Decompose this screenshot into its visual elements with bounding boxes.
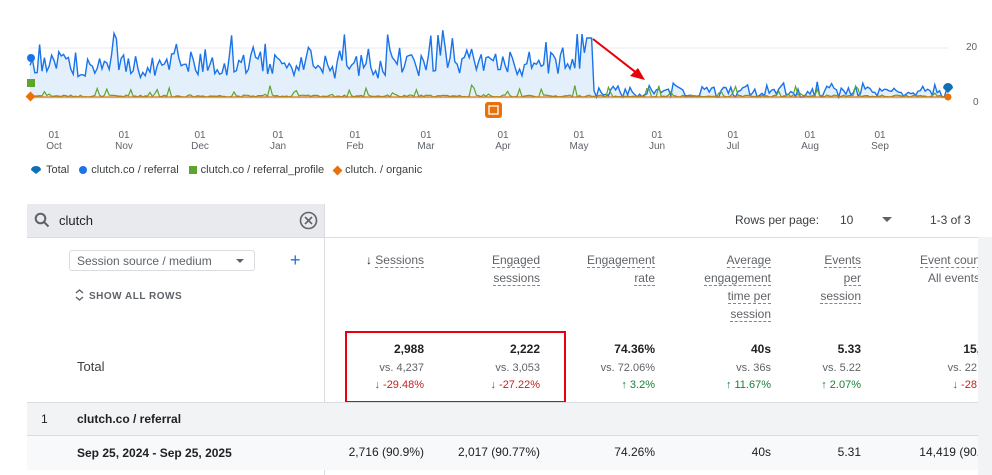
search-icon	[34, 212, 50, 228]
row-cell-3: 40s	[751, 445, 771, 459]
table-row[interactable]: Sep 25, 2024 - Sep 25, 2025	[27, 435, 978, 470]
column-divider	[324, 204, 325, 475]
add-dimension-button[interactable]: +	[290, 250, 301, 270]
month-label-11: 01 Sep	[871, 130, 889, 152]
month-label-8: 01 Jun	[648, 130, 666, 152]
column-header-3[interactable]: Average engagement time per session	[704, 253, 771, 322]
month-label-0: 01 Oct	[46, 130, 62, 152]
month-label-9: 01 Jul	[726, 130, 740, 152]
legend-referral-profile[interactable]: clutch.co / referral_profile	[188, 164, 324, 176]
clear-search-icon[interactable]	[299, 211, 318, 230]
total-cell-2: 74.36% vs. 72.06% ↑ 3.2%	[600, 342, 655, 391]
month-label-4: 01 Feb	[346, 130, 364, 152]
row-cell-1: 2,017 (90.77%)	[457, 445, 540, 459]
month-label-7: 01 May	[569, 130, 589, 152]
chart-legend: Total clutch.co / referral clutch.co / r…	[30, 164, 422, 176]
column-header-4[interactable]: Events per session	[820, 253, 861, 304]
column-header-2[interactable]: Engagement rate	[586, 253, 655, 286]
month-label-6: 01 Apr	[495, 130, 511, 152]
sort-arrow-icon: ↓	[365, 253, 376, 267]
time-series-chart	[25, 30, 953, 118]
row-index: 1	[41, 412, 48, 426]
annotation-icon[interactable]	[485, 102, 502, 118]
row-cell-5: 14,419 (90.	[919, 445, 980, 459]
total-cell-4: 5.33 vs. 5.22 ↑ 2.07%	[821, 342, 861, 391]
row-cell-0: 2,716 (90.9%)	[348, 445, 424, 459]
month-label-3: 01 Jan	[269, 130, 287, 152]
month-label-2: 01 Dec	[191, 130, 209, 152]
row-cell-4: 5.31	[837, 445, 861, 459]
total-cell-0: 2,988 vs. 4,237 ↓ -29.48%	[374, 342, 424, 391]
y-tick-0: 0	[973, 97, 979, 108]
column-header-1[interactable]: Engaged sessions	[491, 253, 540, 286]
rows-per-page-select[interactable]: 10	[840, 213, 892, 227]
highlight-box	[345, 331, 566, 403]
y-tick-20: 20	[966, 42, 978, 53]
expand-icon	[75, 289, 84, 301]
column-header-5[interactable]: Event coun All events	[919, 253, 980, 285]
month-label-1: 01 Nov	[115, 130, 133, 152]
table-scrollbar[interactable]	[978, 237, 992, 475]
legend-organic[interactable]: clutch. / organic	[332, 164, 422, 176]
chevron-down-icon	[882, 217, 892, 222]
referral-marker	[27, 54, 35, 62]
column-header-0[interactable]: ↓ Sessions	[365, 253, 424, 268]
legend-total[interactable]: Total	[30, 164, 69, 176]
referral-area	[30, 30, 948, 99]
search-input[interactable]: clutch	[27, 204, 324, 238]
month-label-10: 01 Aug	[801, 130, 819, 152]
table-toolbar: Rows per page: 10 1-3 of 3	[325, 204, 992, 238]
row-date-range: Sep 25, 2024 - Sep 25, 2025	[77, 446, 232, 460]
red-arrow-annotation	[592, 38, 645, 80]
rows-per-page-label: Rows per page:	[735, 213, 820, 227]
total-end-marker	[943, 83, 953, 93]
pagination-range: 1-3 of 3	[930, 213, 971, 227]
chevron-down-icon	[236, 259, 244, 263]
total-cell-3: 40s vs. 36s ↑ 11.67%	[725, 342, 771, 391]
totals-label: Total	[77, 359, 105, 374]
legend-referral[interactable]: clutch.co / referral	[79, 164, 179, 176]
row-cell-2: 74.26%	[614, 445, 655, 459]
total-cell-1: 2,222 vs. 3,053 ↓ -27.22%	[490, 342, 540, 391]
table-row[interactable]: 1 clutch.co / referral	[27, 402, 978, 436]
total-cell-5: 15, vs. 22, ↓ -28.	[947, 342, 980, 391]
profile-marker	[27, 79, 35, 87]
row-dimension: clutch.co / referral	[77, 412, 182, 426]
dimension-select[interactable]: Session source / medium	[69, 250, 255, 271]
show-all-rows-button[interactable]: SHOW ALL ROWS	[75, 289, 182, 302]
search-query: clutch	[59, 213, 93, 228]
month-label-5: 01 Mar	[417, 130, 435, 152]
